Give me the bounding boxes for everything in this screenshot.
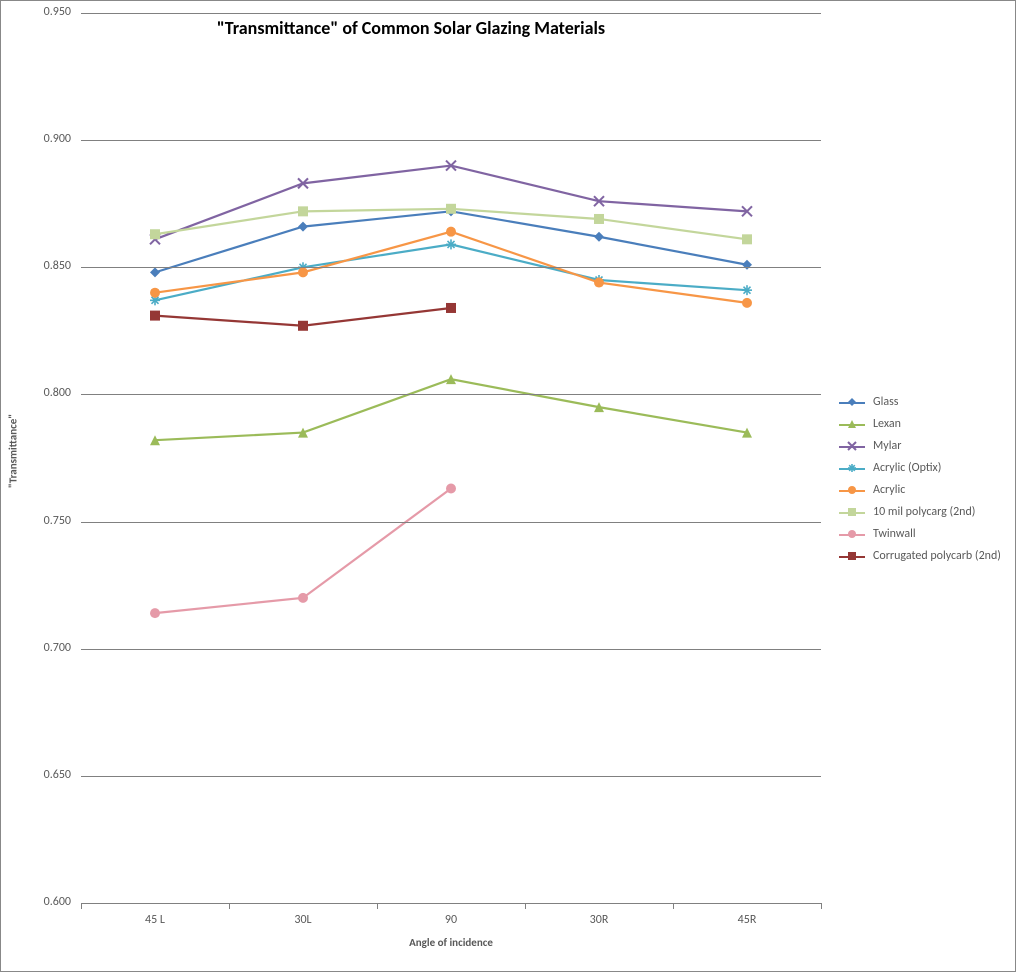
y-gridline [81, 776, 821, 777]
x-tick [673, 903, 674, 909]
series-marker [446, 227, 456, 237]
x-tick-label: 30R [590, 913, 609, 927]
y-tick-label: 0.600 [11, 895, 71, 909]
legend-item: Twinwall [839, 523, 1001, 545]
legend-item: Acrylic [839, 479, 1001, 501]
series-marker [446, 239, 456, 249]
series-marker [150, 267, 160, 277]
x-tick [377, 903, 378, 909]
series-marker [150, 288, 160, 298]
legend-label: Acrylic [873, 483, 905, 497]
series-marker [446, 303, 456, 313]
legend-label: 10 mil polycarg (2nd) [873, 505, 975, 519]
series-marker [150, 229, 160, 239]
legend-item: Lexan [839, 413, 1001, 435]
legend: Glass Lexan Mylar Acrylic (Optix) Acrylic 10 … [839, 391, 1001, 567]
series-marker [446, 484, 456, 494]
legend-swatch [839, 417, 865, 431]
series-marker [298, 206, 308, 216]
x-tick [525, 903, 526, 909]
legend-swatch [839, 527, 865, 541]
y-gridline [81, 394, 821, 395]
series-line [155, 379, 747, 440]
y-tick-label: 0.850 [11, 259, 71, 273]
series-marker [742, 285, 752, 295]
x-tick-label: 30L [294, 913, 311, 927]
series-marker [150, 608, 160, 618]
series-marker [594, 232, 604, 242]
series-marker [742, 298, 752, 308]
series-line [155, 244, 747, 300]
series-marker [742, 234, 752, 244]
x-tick-label: 90 [445, 913, 457, 927]
plot-area [81, 13, 821, 903]
chart-container: "Transmittance" of Common Solar Glazing … [0, 0, 1016, 972]
series-marker [298, 267, 308, 277]
legend-item: 10 mil polycarg (2nd) [839, 501, 1001, 523]
y-gridline [81, 522, 821, 523]
legend-item: Mylar [839, 435, 1001, 457]
y-gridline [81, 649, 821, 650]
series-marker [298, 321, 308, 331]
legend-item: Corrugated polycarb (2nd) [839, 545, 1001, 567]
legend-label: Lexan [873, 417, 901, 431]
legend-label: Corrugated polycarb (2nd) [873, 549, 1001, 563]
legend-label: Twinwall [873, 527, 916, 541]
chart-svg [81, 13, 821, 903]
series-marker [594, 214, 604, 224]
x-tick-label: 45R [738, 913, 757, 927]
legend-swatch [839, 505, 865, 519]
legend-swatch [839, 395, 865, 409]
legend-swatch [839, 549, 865, 563]
legend-label: Mylar [873, 439, 901, 453]
series-marker [150, 311, 160, 321]
y-gridline [81, 903, 821, 904]
y-tick-label: 0.650 [11, 768, 71, 782]
x-tick-label: 45 L [145, 913, 165, 927]
series-marker [298, 222, 308, 232]
y-gridline [81, 140, 821, 141]
series-marker [594, 278, 604, 288]
series-marker [298, 593, 308, 603]
legend-swatch [839, 483, 865, 497]
y-tick-label: 0.950 [11, 5, 71, 19]
legend-label: Glass [873, 395, 898, 409]
x-tick [821, 903, 822, 909]
legend-item: Glass [839, 391, 1001, 413]
x-tick [81, 903, 82, 909]
x-axis-title: Angle of incidence [81, 936, 821, 949]
y-gridline [81, 267, 821, 268]
y-tick-label: 0.900 [11, 132, 71, 146]
series-marker [446, 204, 456, 214]
legend-swatch [839, 439, 865, 453]
x-tick [229, 903, 230, 909]
y-gridline [81, 13, 821, 14]
y-tick-label: 0.800 [11, 386, 71, 400]
legend-label: Acrylic (Optix) [873, 461, 941, 475]
legend-swatch [839, 461, 865, 475]
y-tick-label: 0.700 [11, 641, 71, 655]
y-axis-title: "Transmittance" [7, 414, 20, 488]
y-tick-label: 0.750 [11, 514, 71, 528]
legend-item: Acrylic (Optix) [839, 457, 1001, 479]
